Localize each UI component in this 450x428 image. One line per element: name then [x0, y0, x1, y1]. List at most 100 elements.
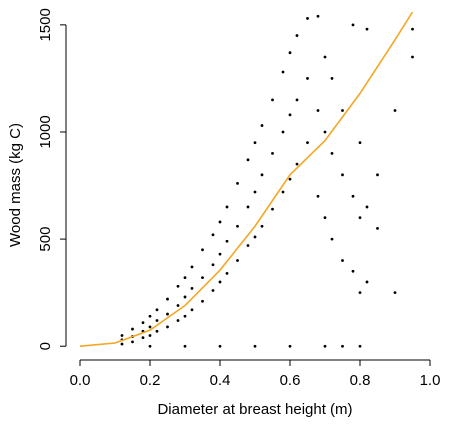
- point: [190, 308, 194, 312]
- point: [131, 327, 134, 331]
- point: [148, 314, 152, 318]
- y-axis-label: Wood mass (kg C): [7, 123, 24, 247]
- point: [306, 17, 309, 20]
- point: [190, 286, 194, 290]
- point: [295, 162, 299, 166]
- point: [176, 319, 180, 322]
- point: [323, 344, 327, 348]
- point: [211, 233, 215, 237]
- point: [358, 344, 362, 348]
- point: [155, 329, 159, 333]
- point: [218, 252, 222, 256]
- point: [236, 224, 239, 228]
- point: [323, 130, 327, 134]
- point: [306, 141, 309, 145]
- point: [120, 342, 124, 346]
- point: [183, 295, 187, 299]
- point: [288, 113, 292, 117]
- point: [295, 98, 299, 102]
- point: [141, 321, 145, 325]
- point: [253, 190, 257, 194]
- point: [141, 336, 145, 340]
- point: [365, 27, 369, 31]
- point: [201, 248, 204, 252]
- point: [246, 244, 250, 247]
- point: [120, 334, 124, 337]
- point: [316, 194, 320, 198]
- point: [281, 70, 285, 74]
- y-tick-label: 1000: [37, 115, 54, 148]
- point: [148, 344, 152, 348]
- point: [351, 194, 355, 198]
- point: [281, 130, 285, 134]
- point: [341, 173, 344, 177]
- point: [201, 276, 204, 280]
- point: [176, 304, 180, 307]
- point: [330, 151, 334, 155]
- point: [316, 109, 320, 112]
- point: [166, 297, 169, 301]
- point: [166, 312, 169, 316]
- plot-area: [79, 12, 414, 348]
- x-tick-label: 0.8: [350, 372, 371, 389]
- point: [176, 284, 180, 288]
- point: [183, 344, 187, 348]
- x-axis-label: Diameter at breast height (m): [157, 401, 352, 418]
- point: [190, 265, 194, 269]
- point: [218, 280, 222, 284]
- point: [131, 340, 134, 344]
- point: [358, 141, 362, 145]
- point: [218, 220, 222, 224]
- point: [253, 344, 257, 348]
- point: [341, 259, 344, 262]
- point: [295, 34, 299, 37]
- point: [253, 235, 257, 239]
- point: [393, 109, 397, 112]
- point: [155, 308, 159, 312]
- point: [288, 177, 292, 181]
- x-tick-label: 0.4: [210, 372, 231, 389]
- point: [236, 181, 239, 185]
- point: [201, 299, 204, 303]
- point: [225, 271, 229, 275]
- point: [236, 259, 239, 262]
- point: [183, 276, 187, 280]
- point: [341, 344, 344, 348]
- point: [323, 55, 327, 59]
- point: [358, 291, 362, 295]
- point: [376, 173, 379, 177]
- point: [225, 239, 229, 243]
- point: [393, 291, 397, 295]
- point: [306, 77, 309, 80]
- point: [330, 77, 334, 80]
- point: [246, 158, 250, 162]
- point: [225, 205, 229, 209]
- point: [211, 263, 215, 267]
- x-tick-label: 0.0: [70, 372, 91, 389]
- point: [365, 280, 369, 284]
- point: [271, 98, 274, 102]
- point: [155, 319, 159, 322]
- point: [260, 224, 264, 228]
- point: [351, 23, 355, 27]
- point: [183, 314, 187, 318]
- point: [246, 205, 250, 209]
- point: [271, 151, 274, 155]
- x-tick-label: 0.2: [140, 372, 161, 389]
- point: [376, 226, 379, 230]
- point: [316, 14, 320, 18]
- point: [260, 173, 264, 177]
- point: [330, 237, 334, 241]
- point: [218, 344, 222, 348]
- point: [281, 190, 285, 194]
- point: [351, 269, 355, 273]
- point: [288, 51, 292, 55]
- y-tick-label: 0: [37, 342, 54, 350]
- fit-line: [79, 12, 414, 348]
- point: [148, 334, 152, 337]
- point: [358, 216, 362, 220]
- point: [148, 325, 152, 329]
- point: [260, 124, 264, 127]
- x-tick-label: 1.0: [420, 372, 441, 389]
- point: [411, 27, 414, 31]
